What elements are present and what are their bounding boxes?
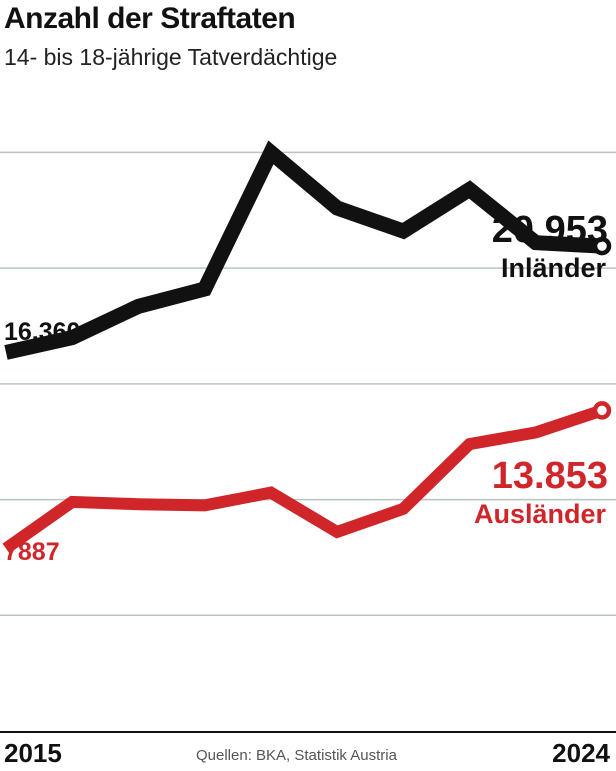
chart-title: Anzahl der Straftaten (4, 2, 296, 35)
auslaender-end-value: 13.853 (491, 455, 608, 497)
auslaender-end-marker (592, 401, 612, 420)
source-note: Quellen: BKA, Statistik Austria (196, 747, 397, 764)
x-axis-start-year: 2015 (4, 738, 62, 768)
inlaender-end-value: 20.953 (491, 209, 608, 251)
x-axis-line (0, 731, 616, 733)
inlaender-series-label: Inländer (500, 253, 606, 283)
inlaender-start-value: 16.360 (4, 318, 81, 346)
chart-subtitle: 14- bis 18-jährige Tatverdächtige (4, 44, 338, 70)
inlaender-end-marker (592, 236, 612, 256)
auslaender-start-value: 7887 (4, 538, 60, 566)
auslaender-series-line (2, 404, 604, 554)
auslaender-series-label: Ausländer (473, 499, 606, 529)
inlaender-series-line (4, 140, 603, 360)
x-axis-end-year: 2024 (552, 738, 610, 768)
